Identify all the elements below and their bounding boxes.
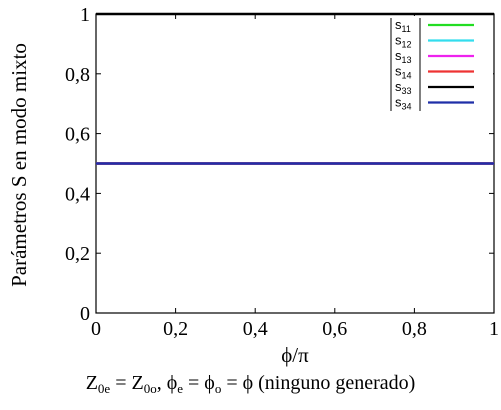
y-tick-label: 1 [80, 4, 90, 26]
legend-label-34: s34 [395, 95, 412, 112]
x-tick-label: 0 [91, 318, 101, 340]
caption-phi-subscript-o: o [214, 381, 222, 396]
caption-z: Z [85, 372, 98, 394]
x-tick-label: 1 [489, 318, 499, 340]
y-tick-label: 0 [80, 303, 90, 325]
caption-z2: Z [131, 372, 144, 394]
y-tick-label: 0,6 [65, 124, 90, 146]
y-tick-label: 0,8 [65, 64, 90, 86]
y-tick-label: 0,4 [65, 183, 90, 205]
figure-caption: Z0e = Z0o, ϕe = ϕo = ϕ (ninguno generado… [0, 372, 501, 397]
legend-label-13: s13 [395, 48, 412, 65]
x-tick-label: 0,2 [163, 318, 188, 340]
legend-label-33: s33 [395, 79, 412, 96]
y-axis-label: Parámetros S en modo mixto [7, 43, 31, 287]
caption-tail: = ϕ (ninguno generado) [221, 372, 416, 394]
caption-z-subscript-e: 0e [97, 381, 111, 396]
x-axis-label: ϕ/π [281, 343, 309, 367]
legend-label-12: s12 [395, 33, 412, 50]
caption-equals-1: = [110, 372, 132, 394]
x-tick-label: 0,6 [322, 318, 347, 340]
y-tick-label: 0,2 [65, 243, 90, 265]
caption-equals-2: = ϕ [183, 372, 215, 394]
x-tick-label: 0,8 [402, 318, 427, 340]
legend-box [388, 16, 493, 113]
legend-label-11: s11 [395, 17, 411, 34]
caption-phi-subscript-e: e [177, 381, 183, 396]
legend-label-14: s14 [395, 64, 412, 81]
x-tick-label: 0,4 [243, 318, 268, 340]
caption-z-subscript-o: 0o [143, 381, 157, 396]
caption-phi: , ϕ [156, 372, 178, 394]
